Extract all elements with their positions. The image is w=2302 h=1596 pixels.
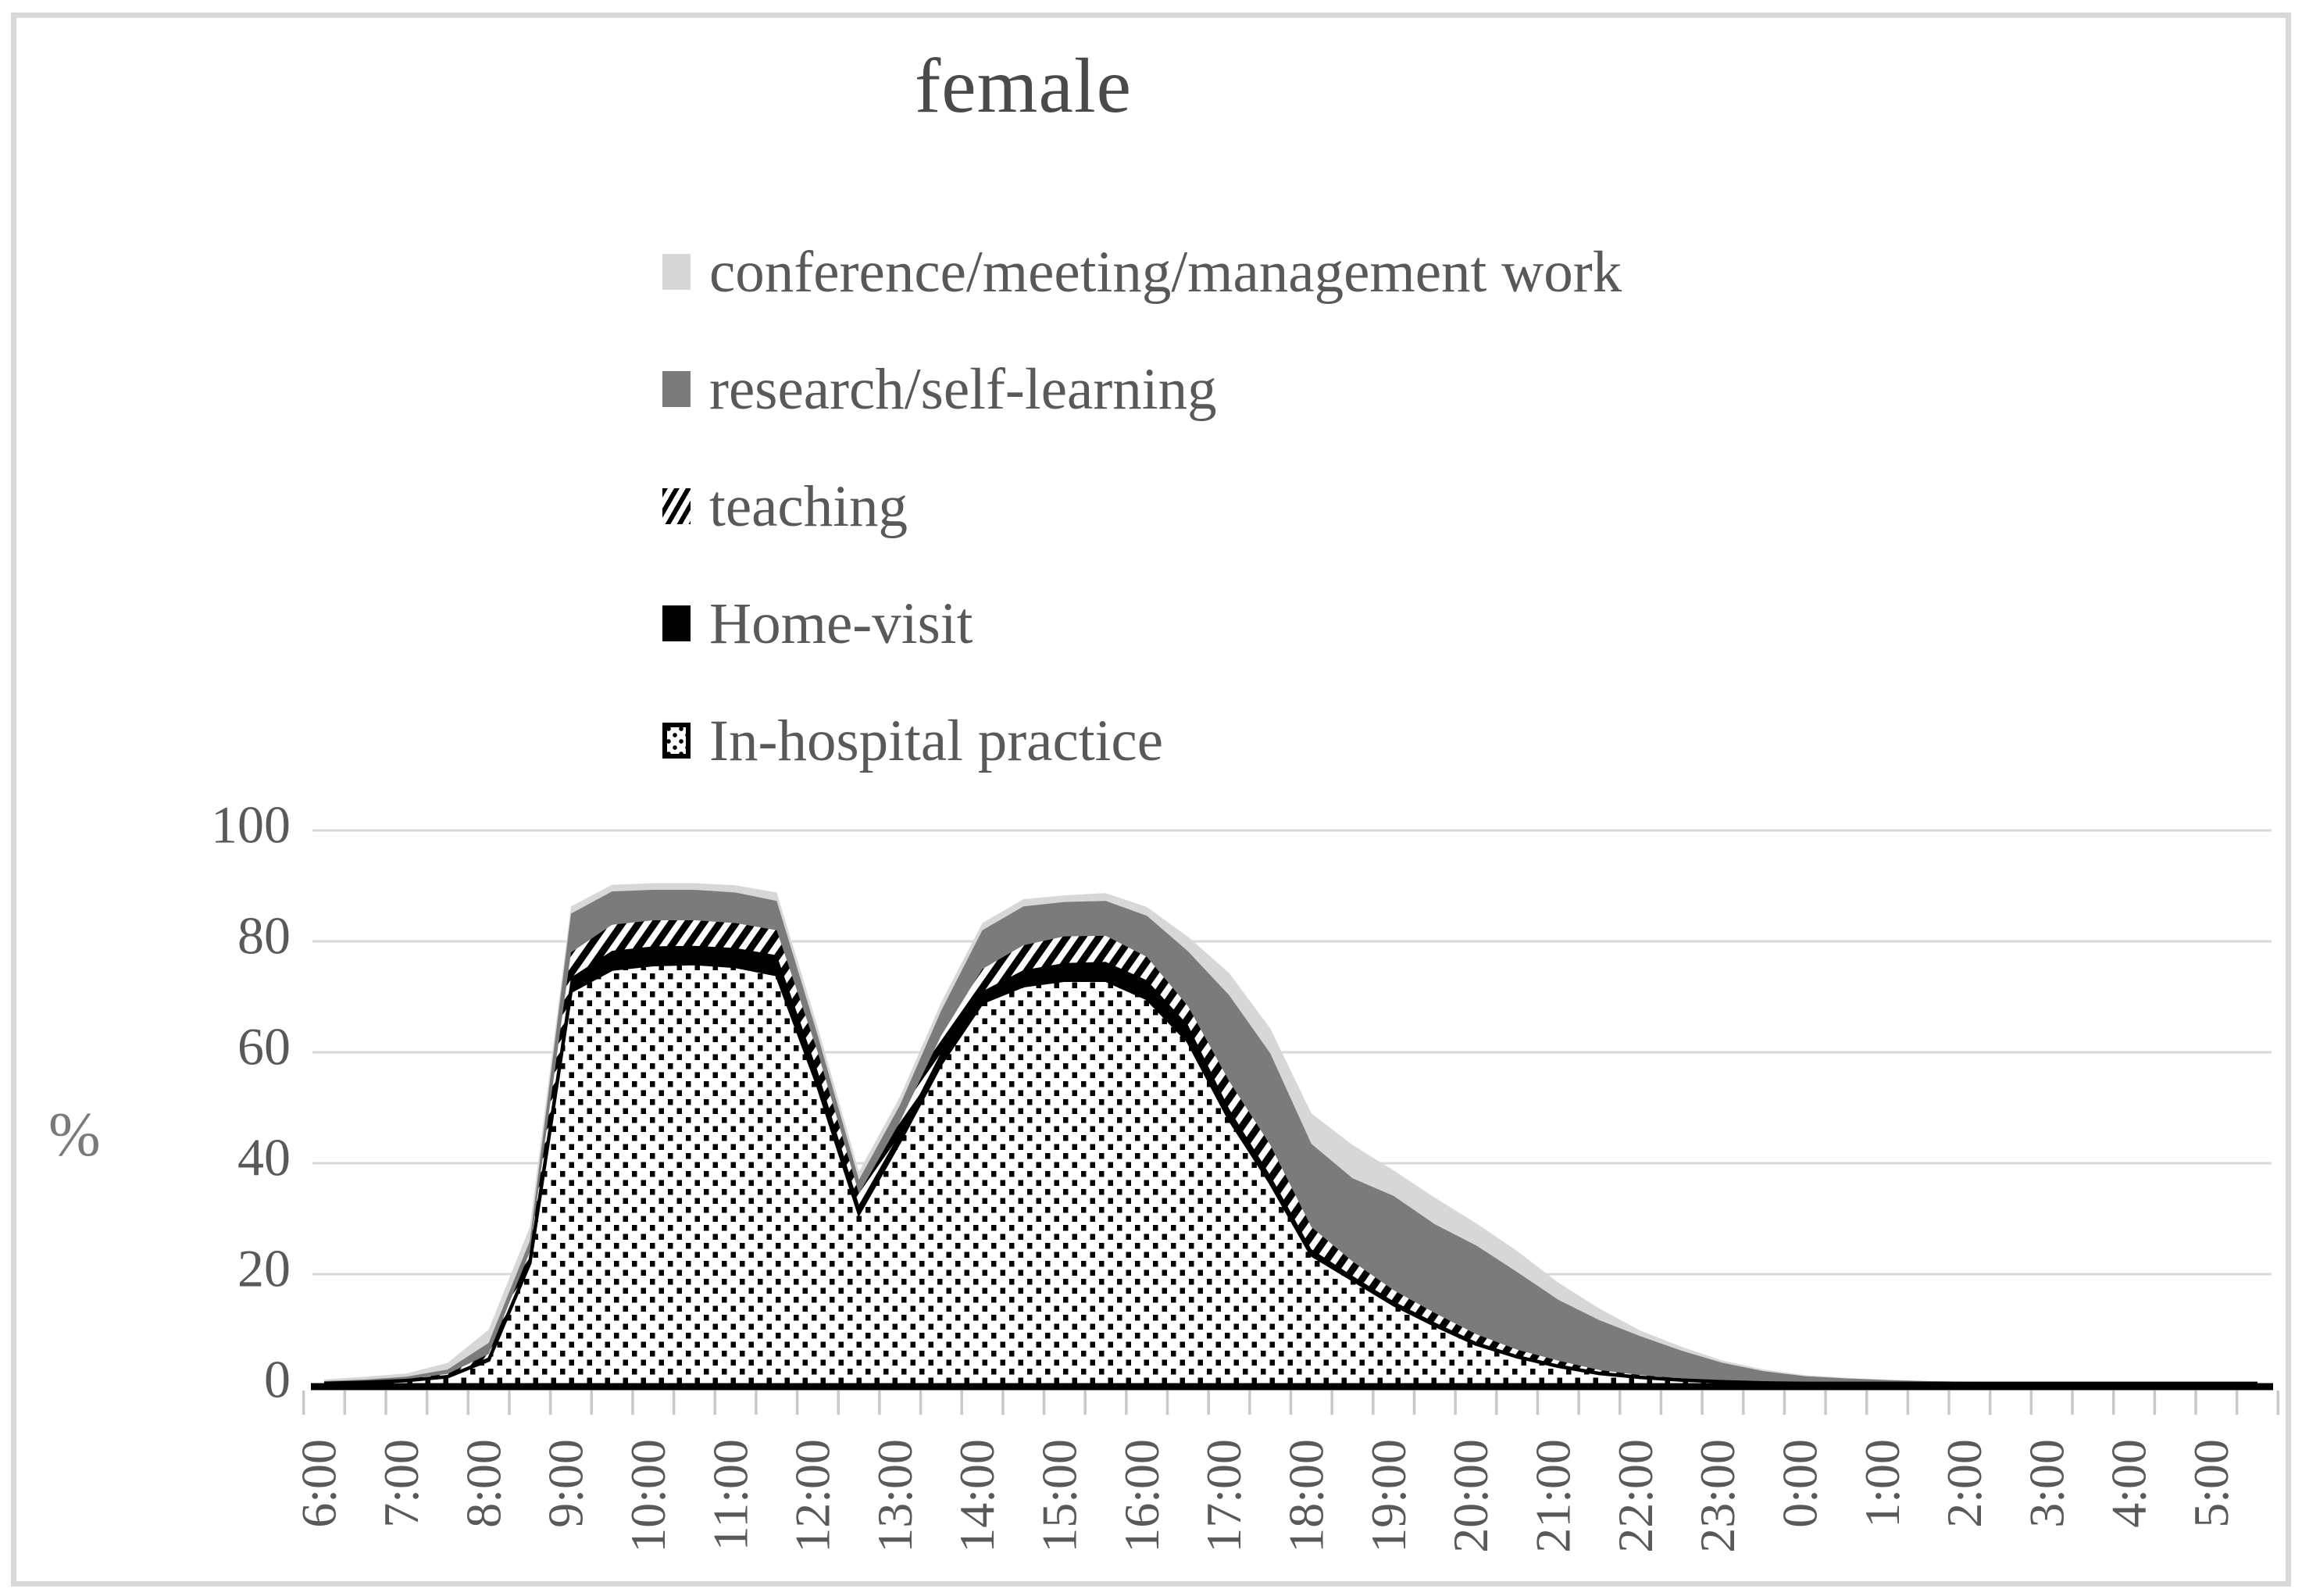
legend-label: teaching: [709, 473, 908, 539]
x-tick-label: 23:00: [1690, 1439, 1745, 1553]
home-visit-swatch-icon: [662, 605, 691, 641]
legend-item-home-visit: Home-visit: [662, 586, 973, 661]
legend-label: conference/meeting/management work: [709, 239, 1622, 305]
research-swatch-icon: [662, 371, 691, 407]
x-tick-label: 20:00: [1443, 1439, 1498, 1553]
y-tick-label: 100: [211, 795, 291, 855]
area-series: [323, 883, 2257, 1386]
axis-labels: 0 20 40 60 80 100 6:00 7:00 8:00 9:00 10:00 11:00 12…: [211, 795, 2239, 1553]
x-tick-label: 10:00: [620, 1439, 676, 1553]
x-tick-label: 16:00: [1114, 1439, 1169, 1553]
legend-item-teaching: teaching: [662, 469, 908, 544]
teaching-hatch-swatch-icon: [662, 488, 691, 524]
y-tick-label: 0: [264, 1350, 291, 1409]
y-tick-label: 20: [237, 1239, 291, 1298]
legend-item-conference: conference/meeting/management work: [662, 234, 1622, 309]
x-tick-label: 15:00: [1032, 1439, 1087, 1553]
x-tick-label: 22:00: [1608, 1439, 1663, 1553]
area-in-hospital-practice: [324, 963, 2257, 1385]
y-tick-label: 80: [237, 906, 291, 966]
x-tick-label: 8:00: [455, 1439, 511, 1528]
x-tick-label: 18:00: [1279, 1439, 1334, 1553]
x-tick-label: 9:00: [538, 1439, 594, 1528]
x-tick-label: 11:00: [702, 1439, 758, 1551]
axes-and-ticks: [302, 1383, 2280, 1415]
legend-label: Home-visit: [709, 591, 973, 656]
y-tick-label: 40: [237, 1128, 291, 1187]
legend-label: research/self-learning: [709, 356, 1217, 422]
x-tick-label: 12:00: [785, 1439, 840, 1553]
chart-title: female: [914, 42, 1133, 129]
x-tick-label: 4:00: [2101, 1439, 2157, 1528]
x-tick-label: 13:00: [867, 1439, 923, 1553]
x-tick-label: 14:00: [949, 1439, 1005, 1553]
x-tick-label: 5:00: [2183, 1439, 2239, 1528]
x-tick-label: 1:00: [1854, 1439, 1910, 1528]
y-tick-label: 60: [237, 1017, 291, 1076]
legend-item-in-hospital: In-hospital practice: [662, 703, 1163, 778]
x-tick-label: 3:00: [2018, 1439, 2074, 1528]
legend-label: In-hospital practice: [709, 708, 1163, 773]
conference-swatch-icon: [662, 254, 691, 290]
in-hospital-dotted-swatch-icon: [662, 723, 691, 759]
x-tick-label: 21:00: [1525, 1439, 1580, 1553]
x-tick-label: 2:00: [1936, 1439, 1992, 1528]
x-tick-label: 0:00: [1772, 1439, 1827, 1528]
y-axis-unit-label: %: [48, 1101, 101, 1169]
x-tick-label: 17:00: [1196, 1439, 1251, 1553]
x-tick-label: 19:00: [1361, 1439, 1416, 1553]
x-tick-label: 6:00: [291, 1439, 347, 1528]
legend-item-research: research/self-learning: [662, 352, 1217, 427]
x-tick-label: 7:00: [373, 1439, 429, 1528]
